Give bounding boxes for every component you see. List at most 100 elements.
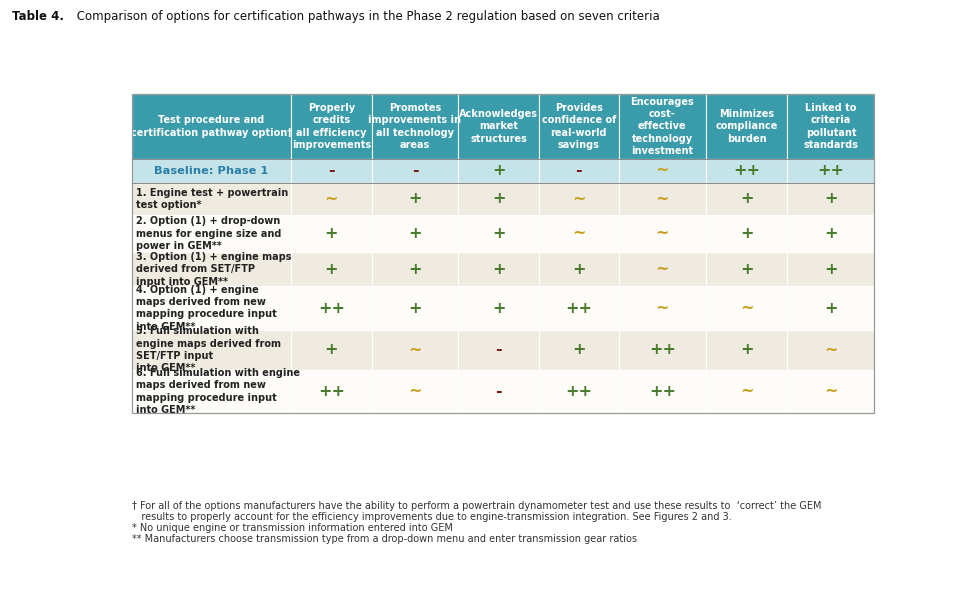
- Text: +: +: [740, 262, 754, 277]
- Bar: [131, 330, 291, 370]
- Bar: [131, 252, 291, 286]
- Bar: [619, 215, 706, 252]
- Bar: [291, 370, 371, 413]
- Bar: [131, 94, 291, 159]
- Text: 1. Engine test + powertrain
test option*: 1. Engine test + powertrain test option*: [136, 188, 288, 210]
- Text: 3. Option (1) + engine maps
derived from SET/FTP
input into GEM**: 3. Option (1) + engine maps derived from…: [136, 252, 292, 287]
- Bar: [291, 215, 371, 252]
- Bar: [619, 286, 706, 330]
- Bar: [619, 252, 706, 286]
- Text: ~: ~: [824, 342, 838, 358]
- Bar: [131, 183, 291, 215]
- Text: ++: ++: [817, 164, 845, 178]
- Bar: [371, 215, 459, 252]
- Text: Encourages
cost-
effective
technology
investment: Encourages cost- effective technology in…: [630, 97, 694, 156]
- Bar: [459, 330, 539, 370]
- Text: Table 4.: Table 4.: [12, 10, 64, 22]
- Bar: [371, 159, 459, 183]
- Text: -: -: [328, 164, 335, 178]
- Text: +: +: [324, 226, 338, 241]
- Text: Comparison of options for certification pathways in the Phase 2 regulation based: Comparison of options for certification …: [73, 10, 660, 22]
- Bar: [788, 252, 874, 286]
- Text: +: +: [740, 226, 754, 241]
- Bar: [459, 252, 539, 286]
- Bar: [539, 159, 619, 183]
- Text: ++: ++: [318, 384, 345, 399]
- Bar: [788, 370, 874, 413]
- Text: +: +: [824, 192, 838, 206]
- Text: ~: ~: [656, 262, 669, 277]
- Text: +: +: [324, 342, 338, 358]
- Bar: [291, 286, 371, 330]
- Text: ~: ~: [656, 192, 669, 206]
- Text: +: +: [492, 301, 506, 316]
- Bar: [291, 252, 371, 286]
- Bar: [706, 252, 788, 286]
- Text: ~: ~: [572, 192, 585, 206]
- Bar: [788, 159, 874, 183]
- Text: ~: ~: [409, 384, 421, 399]
- Bar: [371, 286, 459, 330]
- Bar: [788, 94, 874, 159]
- Bar: [131, 215, 291, 252]
- Text: ++: ++: [733, 164, 760, 178]
- Bar: [706, 183, 788, 215]
- Bar: [788, 215, 874, 252]
- Text: +: +: [824, 226, 838, 241]
- Text: ** Manufacturers choose transmission type from a drop-down menu and enter transm: ** Manufacturers choose transmission typ…: [131, 534, 637, 544]
- Bar: [706, 159, 788, 183]
- Bar: [459, 286, 539, 330]
- Text: +: +: [572, 262, 585, 277]
- Bar: [371, 330, 459, 370]
- Bar: [459, 215, 539, 252]
- Text: -: -: [495, 384, 502, 399]
- Bar: [131, 286, 291, 330]
- Bar: [459, 370, 539, 413]
- Bar: [539, 215, 619, 252]
- Text: +: +: [740, 192, 754, 206]
- Bar: [539, 286, 619, 330]
- Bar: [131, 159, 291, 183]
- Bar: [131, 370, 291, 413]
- Text: ~: ~: [324, 192, 338, 206]
- Bar: [619, 183, 706, 215]
- Bar: [459, 94, 539, 159]
- Bar: [539, 252, 619, 286]
- Text: Properly
credits
all efficiency
improvements: Properly credits all efficiency improvem…: [292, 103, 371, 150]
- Bar: [459, 159, 539, 183]
- Bar: [371, 183, 459, 215]
- Text: Test procedure and
certification pathway option†: Test procedure and certification pathway…: [131, 115, 292, 137]
- Text: ~: ~: [824, 384, 838, 399]
- Text: Minimizes
compliance
burden: Minimizes compliance burden: [715, 109, 778, 143]
- Bar: [371, 94, 459, 159]
- Text: ~: ~: [740, 301, 754, 316]
- Bar: [706, 286, 788, 330]
- Text: +: +: [824, 301, 838, 316]
- Text: Provides
confidence of
real-world
savings: Provides confidence of real-world saving…: [542, 103, 616, 150]
- Text: -: -: [412, 164, 418, 178]
- Text: Linked to
criteria
pollutant
standards: Linked to criteria pollutant standards: [804, 103, 858, 150]
- Text: +: +: [492, 226, 506, 241]
- Text: results to properly account for the efficiency improvements due to engine-transm: results to properly account for the effi…: [131, 512, 731, 522]
- Bar: [619, 370, 706, 413]
- Text: Promotes
improvements in
all technology
areas: Promotes improvements in all technology …: [368, 103, 462, 150]
- Text: ~: ~: [409, 342, 421, 358]
- Bar: [706, 330, 788, 370]
- Text: +: +: [492, 164, 506, 178]
- Bar: [291, 94, 371, 159]
- Bar: [788, 183, 874, 215]
- Text: ~: ~: [656, 164, 669, 178]
- Bar: [291, 183, 371, 215]
- Text: +: +: [824, 262, 838, 277]
- Text: ++: ++: [565, 384, 592, 399]
- Bar: [619, 159, 706, 183]
- Text: ++: ++: [649, 342, 676, 358]
- Text: +: +: [409, 262, 421, 277]
- Text: 2. Option (1) + drop-down
menus for engine size and
power in GEM**: 2. Option (1) + drop-down menus for engi…: [136, 216, 281, 251]
- Text: ~: ~: [572, 226, 585, 241]
- Text: ++: ++: [565, 301, 592, 316]
- Text: -: -: [495, 342, 502, 358]
- Bar: [539, 183, 619, 215]
- Text: +: +: [409, 192, 421, 206]
- Bar: [459, 183, 539, 215]
